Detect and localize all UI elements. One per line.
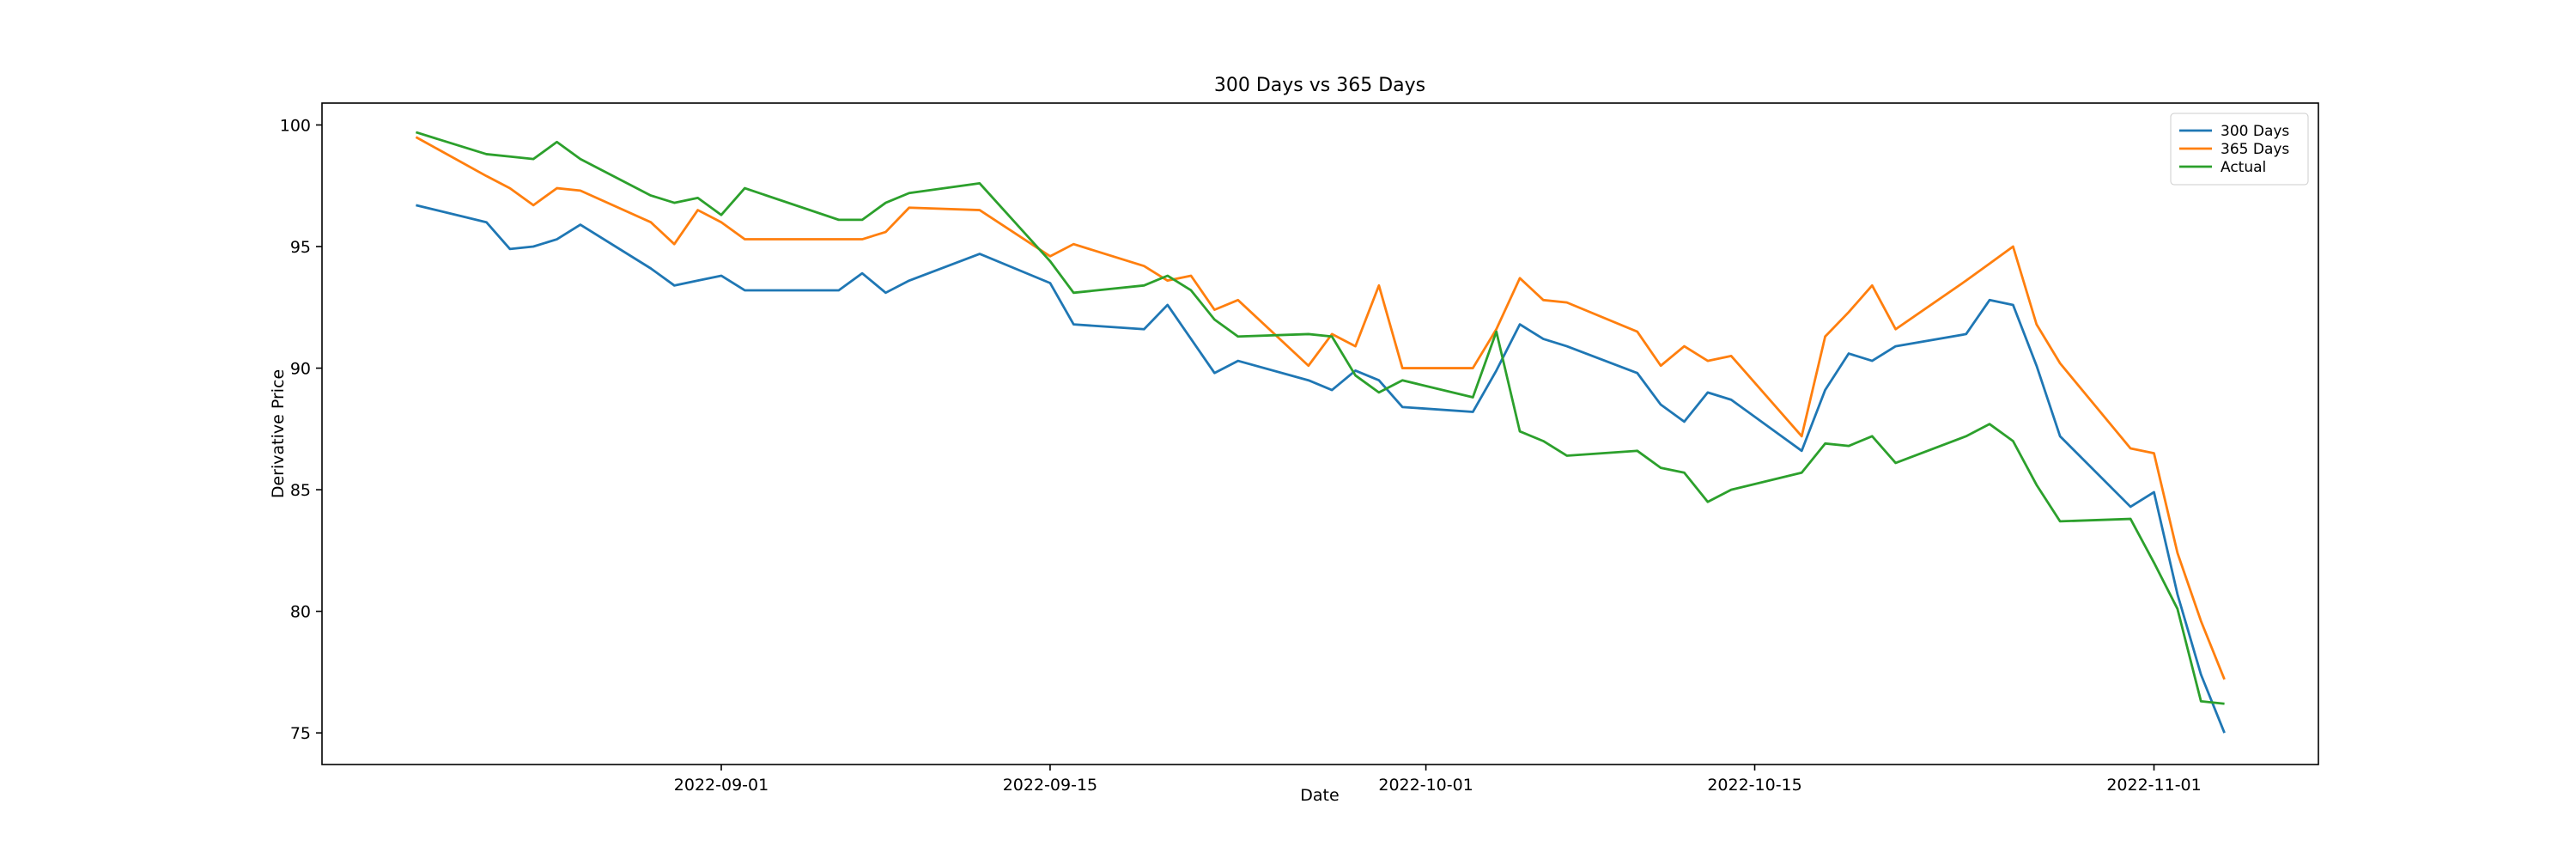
- y-tick-label: 90: [290, 360, 311, 379]
- x-tick-label: 2022-11-01: [2106, 776, 2201, 795]
- x-tick-label: 2022-10-01: [1378, 776, 1473, 795]
- y-tick-label: 80: [290, 603, 311, 622]
- data-line: [415, 136, 2226, 680]
- legend-label: Actual: [2221, 159, 2266, 176]
- x-tick-label: 2022-09-01: [674, 776, 769, 795]
- data-line: [416, 204, 2226, 734]
- data-line: [415, 131, 2225, 705]
- legend-label: 300 Days: [2221, 123, 2289, 140]
- x-axis-label: Date: [1300, 786, 1339, 805]
- y-axis-label: Derivative Price: [269, 369, 288, 498]
- y-tick-label: 100: [280, 116, 311, 135]
- x-tick-label: 2022-10-15: [1707, 776, 1801, 795]
- x-tick-label: 2022-09-15: [1003, 776, 1097, 795]
- y-tick-label: 85: [290, 481, 311, 500]
- y-tick-label: 95: [290, 238, 311, 257]
- plot-frame: [321, 102, 2319, 765]
- legend-label: 365 Days: [2221, 141, 2289, 158]
- y-tick-label: 75: [290, 724, 311, 743]
- chart-title: 300 Days vs 365 Days: [1214, 75, 1425, 96]
